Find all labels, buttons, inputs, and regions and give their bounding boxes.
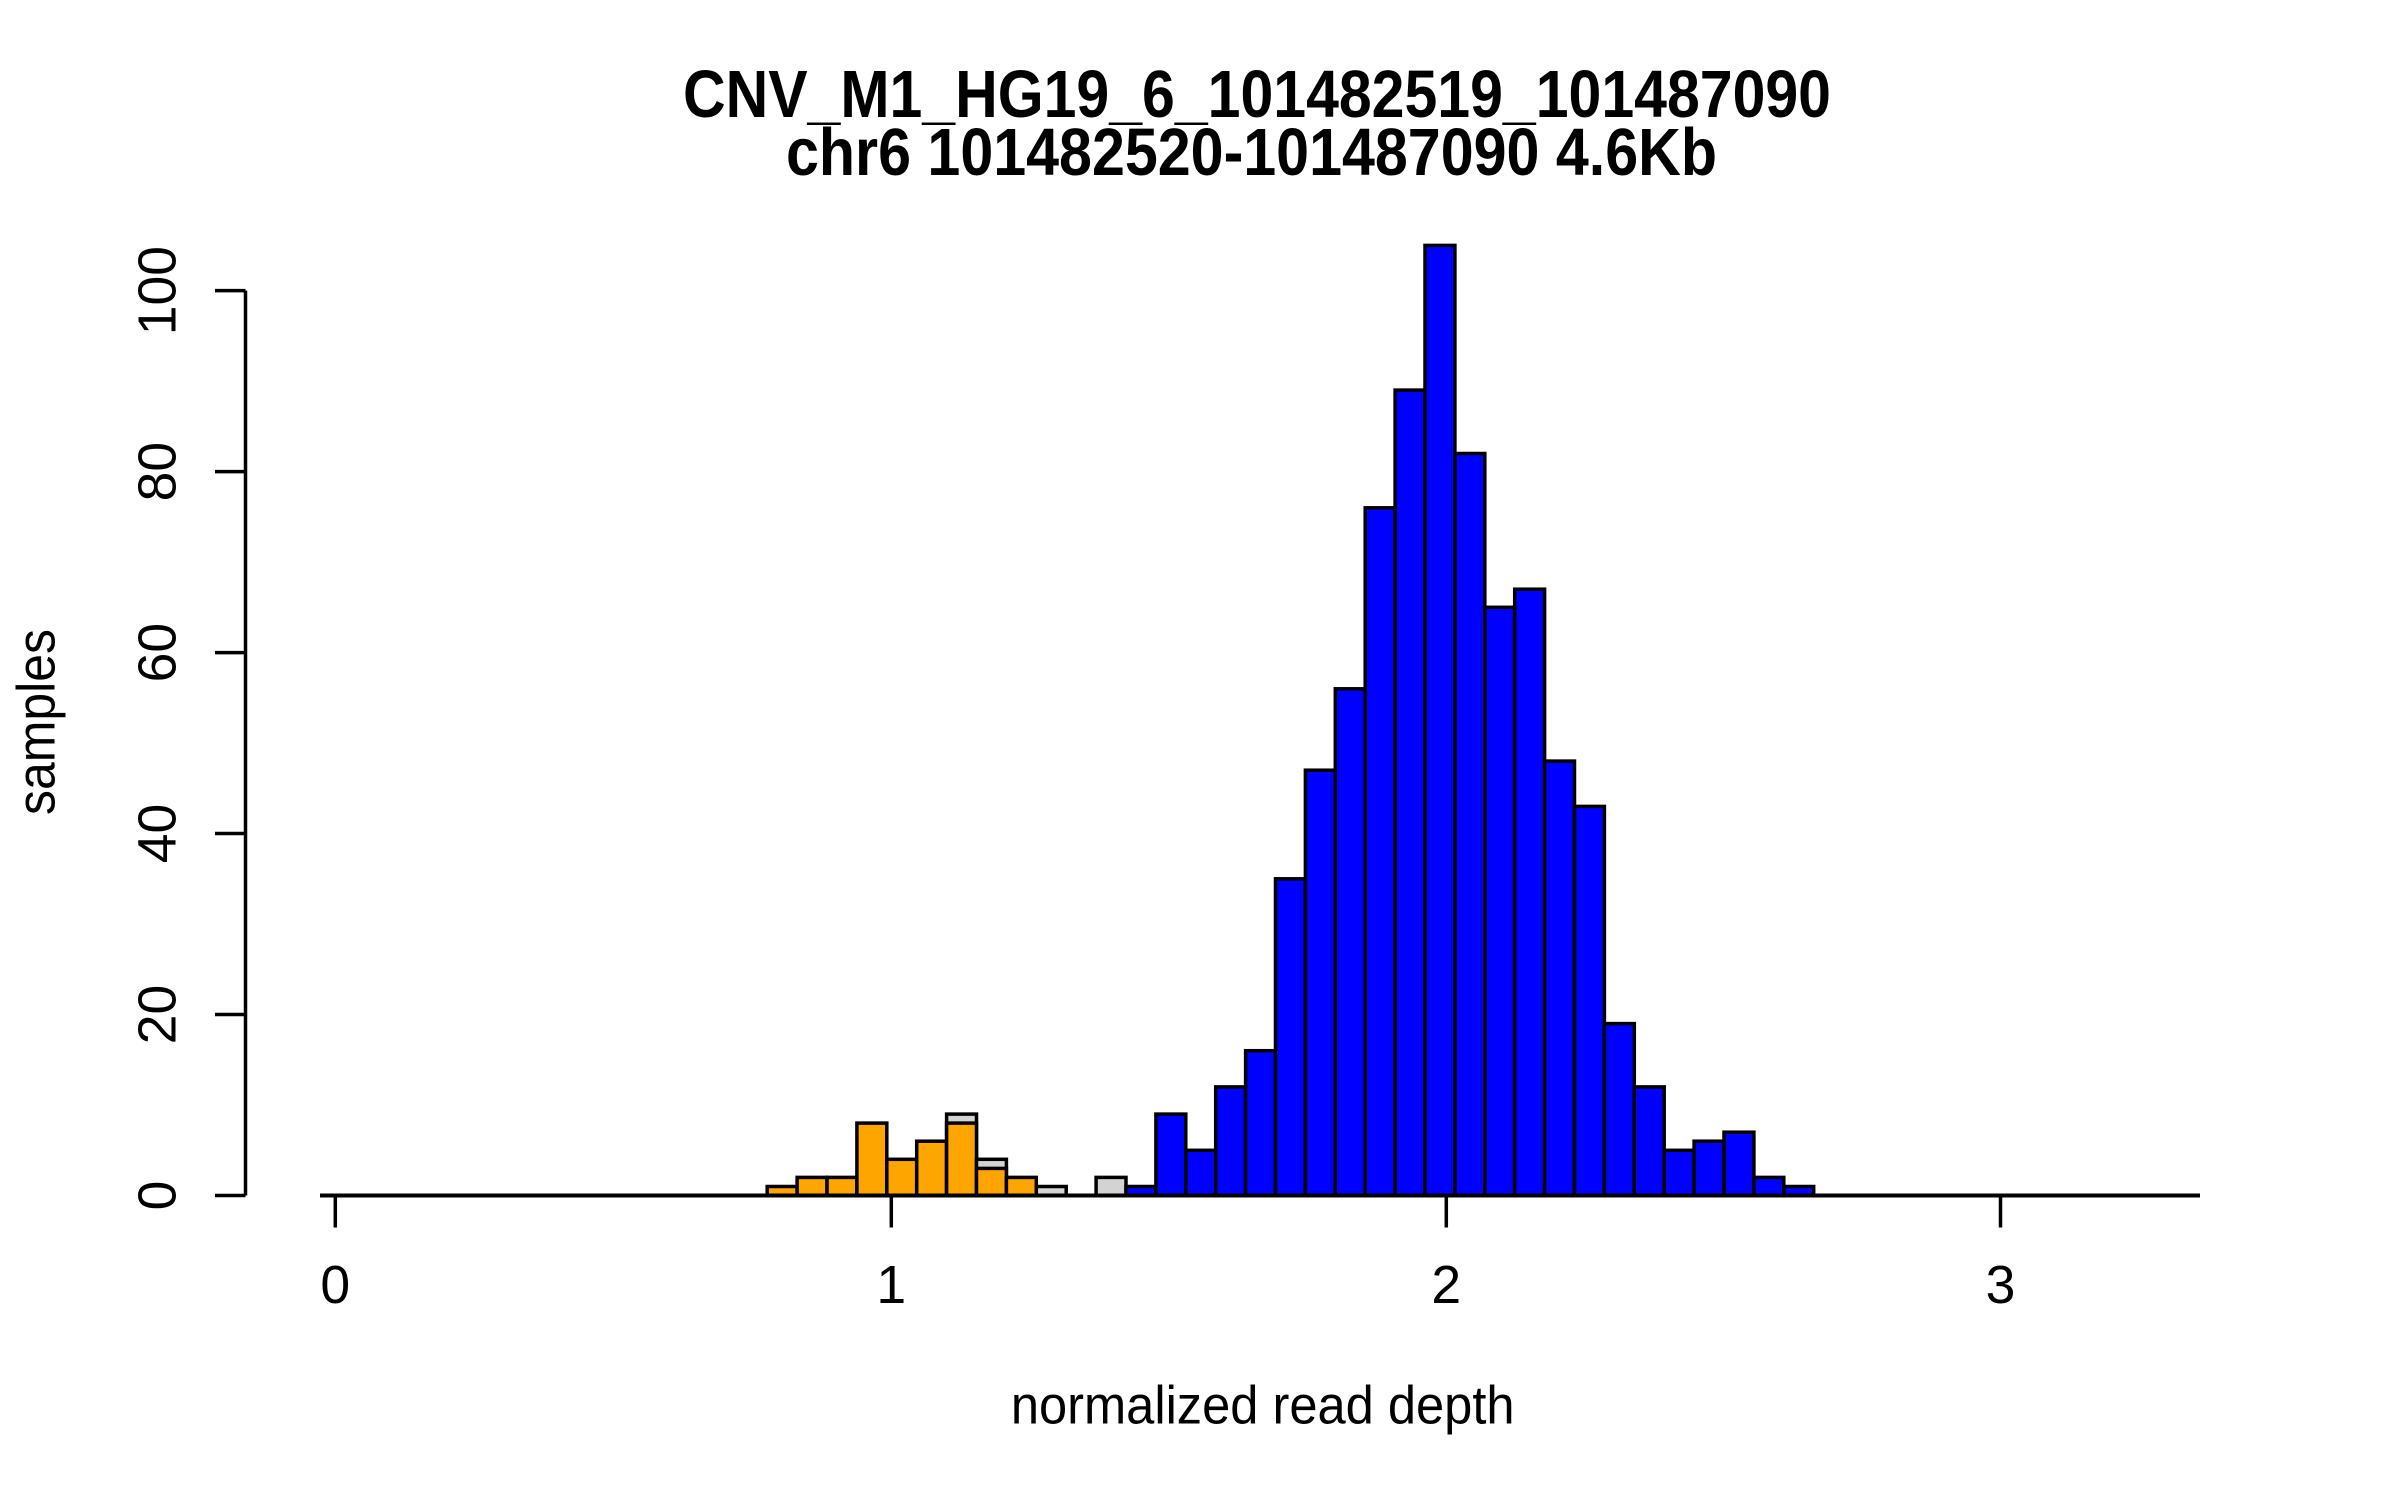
svg-text:0: 0	[129, 1181, 188, 1211]
svg-text:samples: samples	[7, 629, 66, 815]
svg-text:80: 80	[129, 442, 188, 502]
svg-text:0: 0	[320, 1256, 350, 1315]
svg-text:3: 3	[1986, 1256, 2016, 1315]
svg-text:60: 60	[129, 623, 188, 683]
svg-text:2: 2	[1431, 1256, 1461, 1315]
svg-text:100: 100	[129, 246, 188, 335]
svg-text:40: 40	[129, 804, 188, 864]
svg-text:1: 1	[876, 1256, 906, 1315]
svg-text:normalized read depth: normalized read depth	[1011, 1376, 1515, 1435]
svg-text:20: 20	[129, 985, 188, 1045]
svg-text:chr6 101482520-101487090 4.6Kb: chr6 101482520-101487090 4.6Kb	[786, 115, 1717, 190]
svg-text:CNV_M1_HG19_6_101482519_101487: CNV_M1_HG19_6_101482519_101487090	[683, 57, 1831, 132]
